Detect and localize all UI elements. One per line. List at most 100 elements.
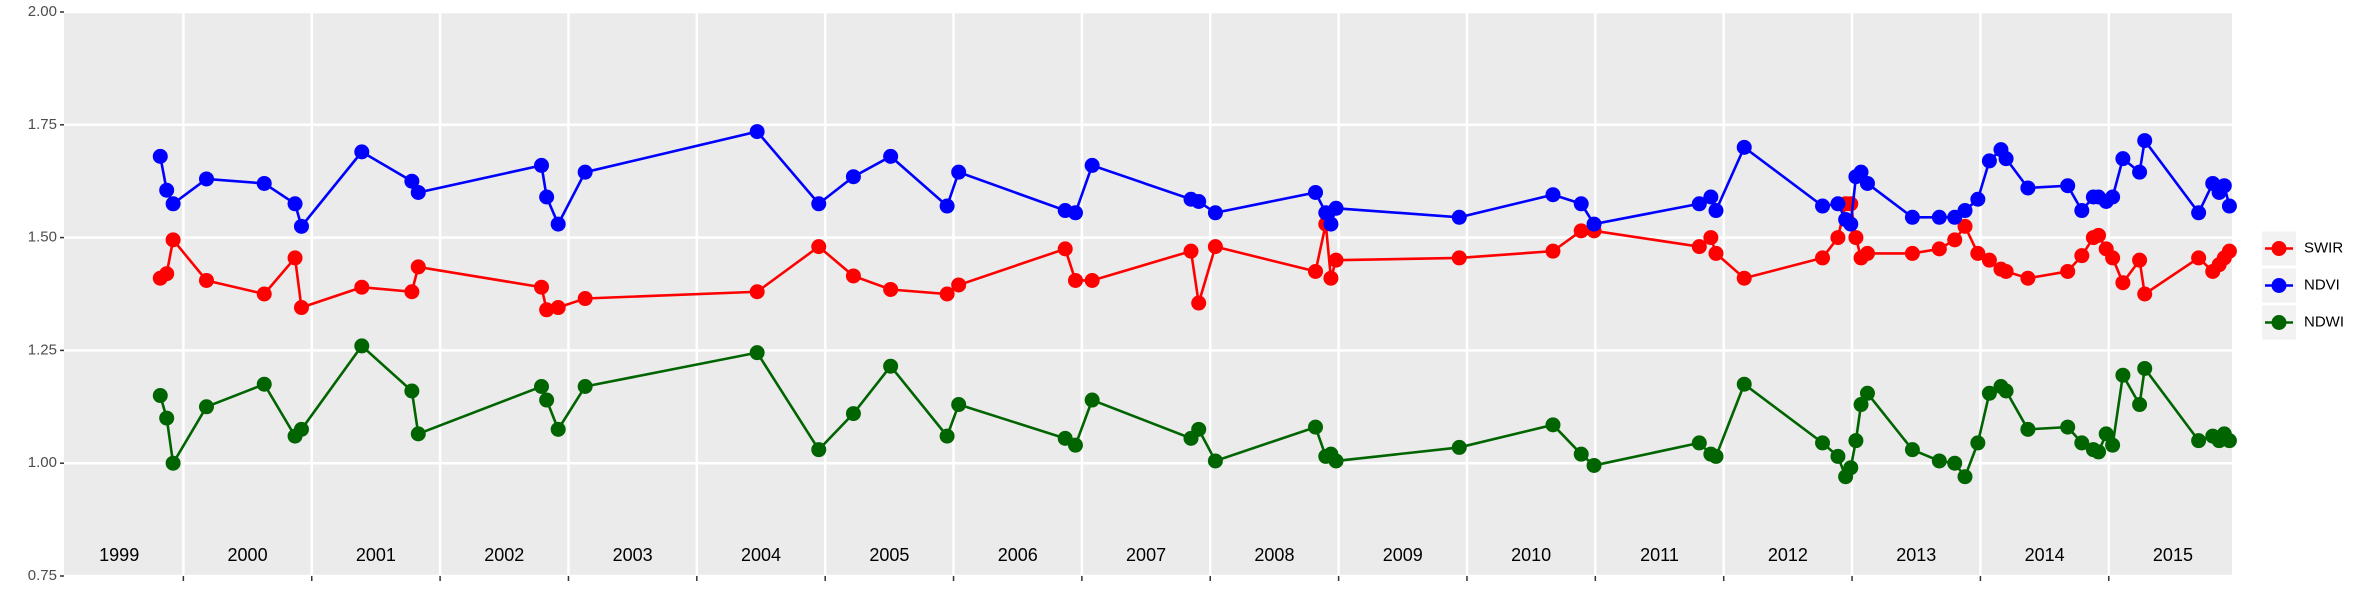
- point: [1545, 187, 1561, 203]
- point: [2115, 275, 2131, 291]
- point: [256, 376, 272, 392]
- point: [159, 266, 175, 282]
- point: [533, 279, 549, 295]
- point: [1708, 245, 1724, 261]
- point: [293, 300, 309, 316]
- point: [1451, 439, 1467, 455]
- point: [1859, 175, 1875, 191]
- point: [749, 124, 765, 140]
- point: [404, 173, 420, 189]
- point: [749, 345, 765, 361]
- point: [293, 218, 309, 234]
- point: [811, 196, 827, 212]
- point: [1545, 417, 1561, 433]
- point: [1691, 239, 1707, 255]
- point: [1815, 198, 1831, 214]
- point: [410, 426, 426, 442]
- point: [1904, 209, 1920, 225]
- point: [1207, 453, 1223, 469]
- point: [1970, 245, 1986, 261]
- point: [1207, 205, 1223, 221]
- point: [2091, 227, 2107, 243]
- point: [2221, 243, 2237, 259]
- point: [939, 198, 955, 214]
- point: [354, 144, 370, 160]
- point: [550, 300, 566, 316]
- point: [1904, 245, 1920, 261]
- point: [2132, 252, 2148, 268]
- point: [1323, 216, 1339, 232]
- year-label: 2015: [2153, 545, 2193, 565]
- year-label: 2008: [1254, 545, 1294, 565]
- point: [256, 175, 272, 191]
- point: [1328, 453, 1344, 469]
- point: [1691, 196, 1707, 212]
- point: [1573, 446, 1589, 462]
- point: [2221, 433, 2237, 449]
- point: [1057, 241, 1073, 257]
- point: [2221, 198, 2237, 214]
- point: [2137, 133, 2153, 149]
- point: [1736, 376, 1752, 392]
- y-tick-label: 1.50: [28, 229, 57, 246]
- point: [2098, 426, 2114, 442]
- year-label: 2012: [1768, 545, 1808, 565]
- point: [1843, 460, 1859, 476]
- point: [1957, 218, 1973, 234]
- year-label: 2011: [1640, 545, 1679, 565]
- point: [845, 268, 861, 284]
- year-label: 2014: [2025, 545, 2065, 565]
- point: [1998, 383, 2014, 399]
- point: [165, 196, 181, 212]
- point: [2105, 250, 2121, 266]
- point: [1904, 442, 1920, 458]
- point: [404, 383, 420, 399]
- point: [1947, 232, 1963, 248]
- point: [1308, 184, 1324, 200]
- point: [550, 421, 566, 437]
- year-label: 2002: [484, 545, 524, 565]
- point: [1998, 263, 2014, 279]
- point: [1931, 241, 1947, 257]
- point: [1328, 200, 1344, 216]
- point: [410, 259, 426, 275]
- point: [256, 286, 272, 302]
- point: [2216, 178, 2232, 194]
- point: [2191, 205, 2207, 221]
- point: [845, 406, 861, 422]
- point: [410, 184, 426, 200]
- point: [2020, 270, 2036, 286]
- point: [1703, 189, 1719, 205]
- year-label: 2009: [1383, 545, 1423, 565]
- point: [1451, 209, 1467, 225]
- point: [1191, 421, 1207, 437]
- point: [1308, 419, 1324, 435]
- point: [2105, 189, 2121, 205]
- point: [1084, 392, 1100, 408]
- point: [1191, 194, 1207, 210]
- point: [152, 388, 168, 404]
- point: [939, 428, 955, 444]
- point: [2137, 286, 2153, 302]
- point: [749, 284, 765, 300]
- point: [1736, 270, 1752, 286]
- year-label: 2013: [1896, 545, 1936, 565]
- year-label: 2005: [869, 545, 909, 565]
- point: [1853, 397, 1869, 413]
- point: [1084, 157, 1100, 173]
- point: [165, 232, 181, 248]
- point: [577, 291, 593, 307]
- point: [1067, 437, 1083, 453]
- legend-label: NDVI: [2304, 276, 2340, 293]
- point: [354, 279, 370, 295]
- point: [2137, 360, 2153, 376]
- point: [1970, 435, 1986, 451]
- point: [845, 169, 861, 185]
- point: [811, 239, 827, 255]
- year-label: 2000: [228, 545, 268, 565]
- point: [2020, 180, 2036, 196]
- point: [2132, 397, 2148, 413]
- point: [1451, 250, 1467, 266]
- point: [951, 164, 967, 180]
